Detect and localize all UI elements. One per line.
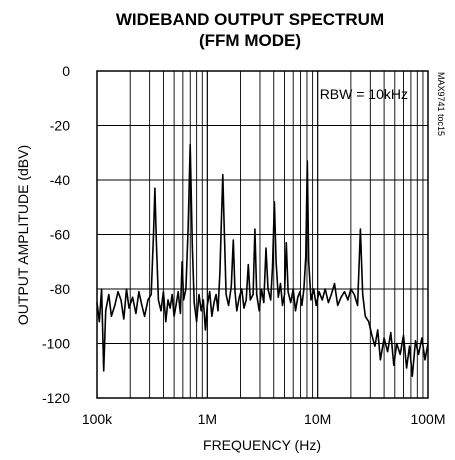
chart-title-line-2: (FFM MODE) (199, 31, 301, 50)
figure-id: MAX9741 toc15 (436, 72, 446, 136)
x-tick-labels: 100k 1M 10M 100M (82, 411, 446, 427)
grid (97, 71, 428, 398)
x-tick-label: 100k (82, 411, 113, 427)
y-tick-label: -20 (50, 118, 70, 134)
y-tick-labels: 0 -20 -40 -60 -80 -100 -120 (42, 63, 70, 406)
y-tick-label: -40 (50, 172, 70, 188)
series-line (96, 143, 429, 377)
x-tick-label: 100M (410, 411, 445, 427)
rbw-annotation: RBW = 10kHz (320, 86, 408, 102)
y-tick-label: -120 (42, 390, 70, 406)
plot-frame (96, 70, 429, 399)
y-tick-label: -60 (50, 227, 70, 243)
y-axis-label: OUTPUT AMPLITUDE (dBV) (15, 145, 31, 325)
y-tick-label: -100 (42, 336, 70, 352)
y-tick-label: 0 (62, 63, 70, 79)
x-axis-label: FREQUENCY (Hz) (203, 437, 321, 453)
x-tick-label: 1M (198, 411, 217, 427)
y-tick-label: -80 (50, 281, 70, 297)
x-tick-label: 10M (304, 411, 331, 427)
chart-title-line-1: WIDEBAND OUTPUT SPECTRUM (116, 10, 384, 29)
